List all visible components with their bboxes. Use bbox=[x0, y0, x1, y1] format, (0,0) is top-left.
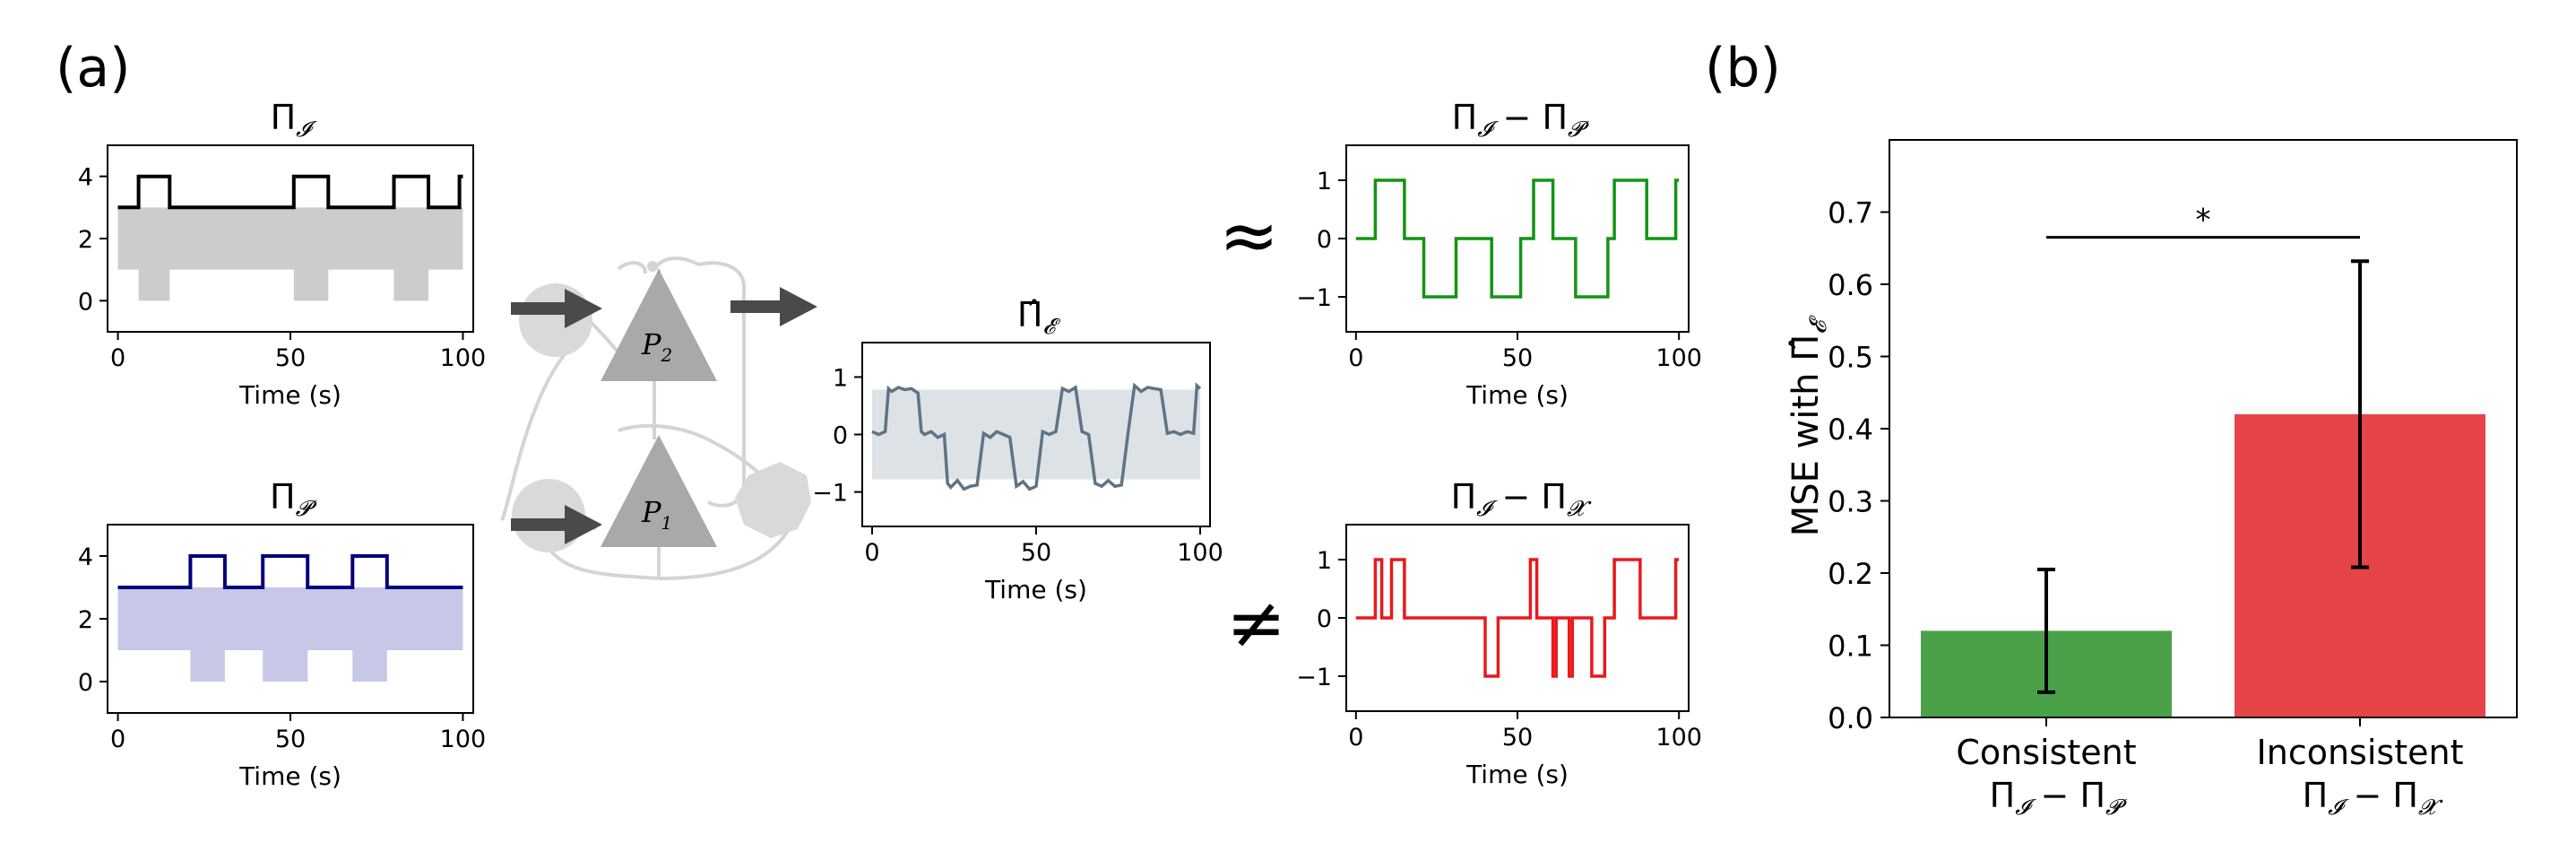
x-axis-label: Time (s) bbox=[238, 761, 341, 791]
significance-label: * bbox=[2196, 203, 2211, 239]
x-axis-label: Time (s) bbox=[1465, 760, 1569, 789]
p2-label: P2 bbox=[641, 327, 672, 366]
y-tick-label: −1 bbox=[1296, 664, 1332, 691]
series-line-0 bbox=[1355, 178, 1680, 299]
y-axis-label: MSE with Π̂𝓔 bbox=[1785, 315, 1832, 537]
chart-pi-e-hat: 0 50 100 −1 0 1 Time (s) bbox=[812, 342, 1223, 604]
y-tick-label: 1 bbox=[1317, 547, 1332, 575]
chart-pi-p: 0 50 100 0 2 4 Time (s) bbox=[78, 524, 487, 791]
chart-title: Π𝓘 − Π𝓧 bbox=[1451, 477, 1592, 521]
x-tick-label: 50 bbox=[1021, 539, 1051, 567]
x-tick-label: 0 bbox=[110, 726, 125, 753]
p2-triangle bbox=[601, 269, 717, 381]
y-tick-label: 2 bbox=[78, 606, 93, 634]
y-tick-label: 0.7 bbox=[1828, 196, 1873, 230]
y-tick-label: 0 bbox=[1317, 226, 1332, 254]
chart-title: Π𝓘 bbox=[271, 98, 318, 142]
y-tick-label: 0.1 bbox=[1828, 630, 1873, 664]
x-tick-label: 100 bbox=[1655, 724, 1702, 752]
chart-title: Π𝓟 bbox=[270, 477, 317, 521]
series-line-0 bbox=[1355, 558, 1680, 678]
p1-triangle bbox=[601, 435, 717, 547]
chart-mse-bars: Consistent Inconsistent * 0.0 0.1 0.2 0.3 0.4 0.… bbox=[1785, 139, 2518, 772]
x-tick-label: 0 bbox=[1348, 724, 1363, 752]
y-tick-label: 4 bbox=[78, 543, 93, 571]
y-tick-label: 0.0 bbox=[1828, 701, 1873, 735]
series-line-0 bbox=[871, 382, 1202, 491]
neq-symbol: ≠ bbox=[1226, 581, 1286, 665]
input-node-top bbox=[519, 283, 592, 357]
node-dot bbox=[647, 261, 658, 272]
output-arrow bbox=[730, 287, 817, 326]
chart-pi-i: 0 50 100 0 2 4 Time (s) bbox=[78, 144, 487, 410]
y-tick-label: 0.3 bbox=[1828, 485, 1873, 519]
y-tick-label: 0 bbox=[1317, 605, 1332, 633]
x-tick-label: 0 bbox=[1348, 344, 1363, 372]
category-label: Inconsistent bbox=[2257, 733, 2464, 772]
confidence-band bbox=[117, 207, 463, 301]
input-arrow-top bbox=[511, 289, 602, 328]
series-line-0 bbox=[117, 554, 463, 589]
y-tick-label: 4 bbox=[78, 164, 93, 192]
y-tick-label: 0 bbox=[833, 422, 848, 450]
panel-label-b: (b) bbox=[1705, 37, 1781, 100]
x-axis-label: Time (s) bbox=[238, 380, 341, 410]
y-tick-label: 0.4 bbox=[1828, 413, 1873, 447]
output-node-octagon bbox=[735, 462, 811, 538]
x-axis-label: Time (s) bbox=[984, 575, 1087, 604]
y-tick-label: 2 bbox=[78, 226, 93, 254]
x-tick-label: 100 bbox=[1655, 344, 1702, 372]
chart-title: Π𝓘 − Π𝓟 bbox=[1452, 98, 1589, 142]
x-tick-label: 50 bbox=[275, 726, 306, 753]
y-tick-label: 0 bbox=[78, 288, 93, 316]
y-tick-label: 0.2 bbox=[1828, 557, 1873, 591]
y-tick-label: 0.6 bbox=[1828, 268, 1873, 302]
category-sublabel: Π𝓘 − Π𝓟 bbox=[1990, 776, 2127, 820]
y-tick-label: 1 bbox=[833, 364, 848, 392]
confidence-band bbox=[871, 389, 1201, 480]
p1-label: P1 bbox=[641, 495, 672, 534]
panel-label-a: (a) bbox=[56, 37, 131, 100]
chart-pi-i-minus-x: 0 50 100 −1 0 1 Time (s) bbox=[1296, 524, 1702, 789]
x-tick-label: 0 bbox=[110, 344, 125, 372]
input-arrow-bottom bbox=[511, 505, 602, 544]
y-tick-label: −1 bbox=[1296, 284, 1332, 312]
y-tick-label: −1 bbox=[812, 480, 848, 508]
x-tick-label: 50 bbox=[1502, 724, 1533, 752]
x-tick-label: 50 bbox=[275, 344, 306, 372]
x-tick-label: 0 bbox=[864, 539, 879, 567]
y-tick-label: 0.5 bbox=[1828, 341, 1873, 375]
category-label: Consistent bbox=[1956, 733, 2136, 772]
chart-title: Π̂𝓔 bbox=[1017, 295, 1061, 339]
x-tick-label: 50 bbox=[1502, 344, 1533, 372]
confidence-band bbox=[117, 587, 463, 682]
y-tick-label: 0 bbox=[78, 669, 93, 697]
chart-pi-i-minus-p: 0 50 100 −1 0 1 Time (s) bbox=[1296, 144, 1702, 410]
axes-frame bbox=[1345, 144, 1690, 333]
x-tick-label: 100 bbox=[440, 344, 487, 372]
category-sublabel: Π𝓘 − Π𝓧 bbox=[2303, 776, 2443, 820]
y-tick-label: 1 bbox=[1317, 168, 1332, 196]
approx-symbol: ≈ bbox=[1219, 194, 1279, 277]
series-line-0 bbox=[117, 174, 463, 210]
x-tick-label: 100 bbox=[1177, 539, 1223, 567]
x-tick-label: 100 bbox=[440, 726, 487, 753]
x-axis-label: Time (s) bbox=[1465, 380, 1569, 410]
